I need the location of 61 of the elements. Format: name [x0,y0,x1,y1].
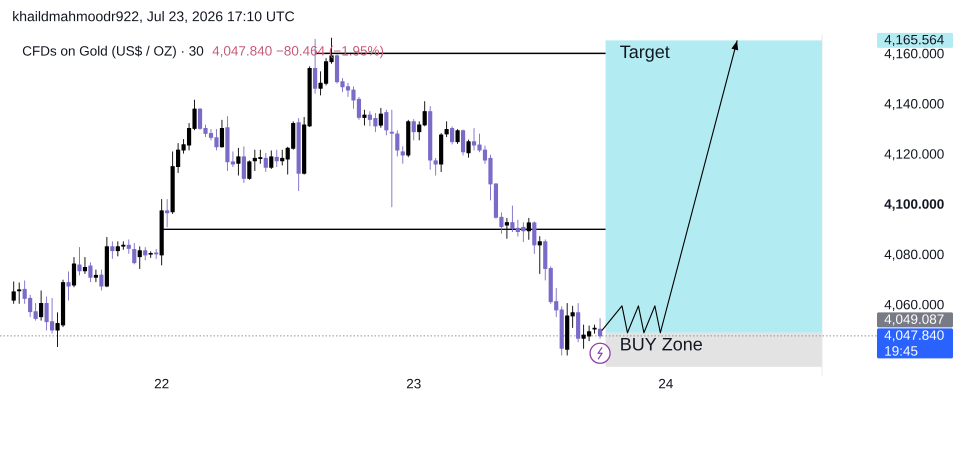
candlestick [165,199,170,228]
x-tick-label: 23 [406,378,421,388]
text: khaildmahmoodr922, Jul 23, 2026 17:10 UTC [13,11,294,23]
candlestick [143,246,148,260]
candlestick [138,246,142,269]
candlestick [39,290,44,321]
text: 4,165.564 [884,34,944,46]
candlestick [378,108,383,128]
candlestick [296,118,301,192]
candlestick [460,129,466,156]
candlestick [455,128,460,144]
candlestick [592,324,597,334]
candlestick [428,106,432,170]
candlestick [77,246,82,276]
candlestick [154,248,158,259]
candlestick [406,120,410,158]
candlestick [269,150,274,170]
candlestick [362,110,367,126]
candlestick [104,236,109,288]
text: 19:45 [885,346,918,356]
candlestick [82,257,88,274]
candlestick [72,257,76,288]
y-tick-label: 4,120.000 [884,149,944,160]
candlestick [598,318,602,339]
y-tick-label: 4,160.000 [884,48,944,60]
candlestick [88,262,93,282]
y-tick-label: 4,140.000 [884,99,944,110]
y-tick-label: 4,060.000 [884,300,944,311]
candlestick [94,270,98,282]
ref-line-label: 4,047.840 [884,330,944,342]
candlestick [384,110,388,136]
text: 4,049.087 [884,314,944,326]
candlestick [439,132,444,172]
candlestick [99,270,104,291]
candlestick [242,146,246,184]
x-tick-label: 24 [658,378,673,388]
band-label: BUY Zone [621,338,702,351]
candlestick [132,242,136,264]
candlestick [466,140,471,158]
candlestick [126,239,131,254]
candlestick [236,148,240,176]
candlestick [412,118,416,140]
candlestick [12,281,16,304]
candlestick [390,110,394,208]
candlestick [532,221,536,254]
candlestick [17,282,22,304]
y-tick-label: 4,100.000 [884,199,944,211]
candlestick [220,120,224,148]
candlestick [434,158,438,176]
candlestick [247,160,252,180]
candlestick [450,126,454,144]
candlestick [444,121,449,138]
candlestick [576,302,580,342]
candlestick [110,241,114,259]
text: CFDs on Gold (US$ / OZ) · 30 [22,46,204,58]
candlestick [66,271,71,301]
band-label: Target [620,46,670,62]
x-tick-label: 22 [154,378,169,388]
candlestick [395,130,400,156]
candlestick [264,152,268,172]
y-tick-label: 4,080.000 [884,250,944,261]
